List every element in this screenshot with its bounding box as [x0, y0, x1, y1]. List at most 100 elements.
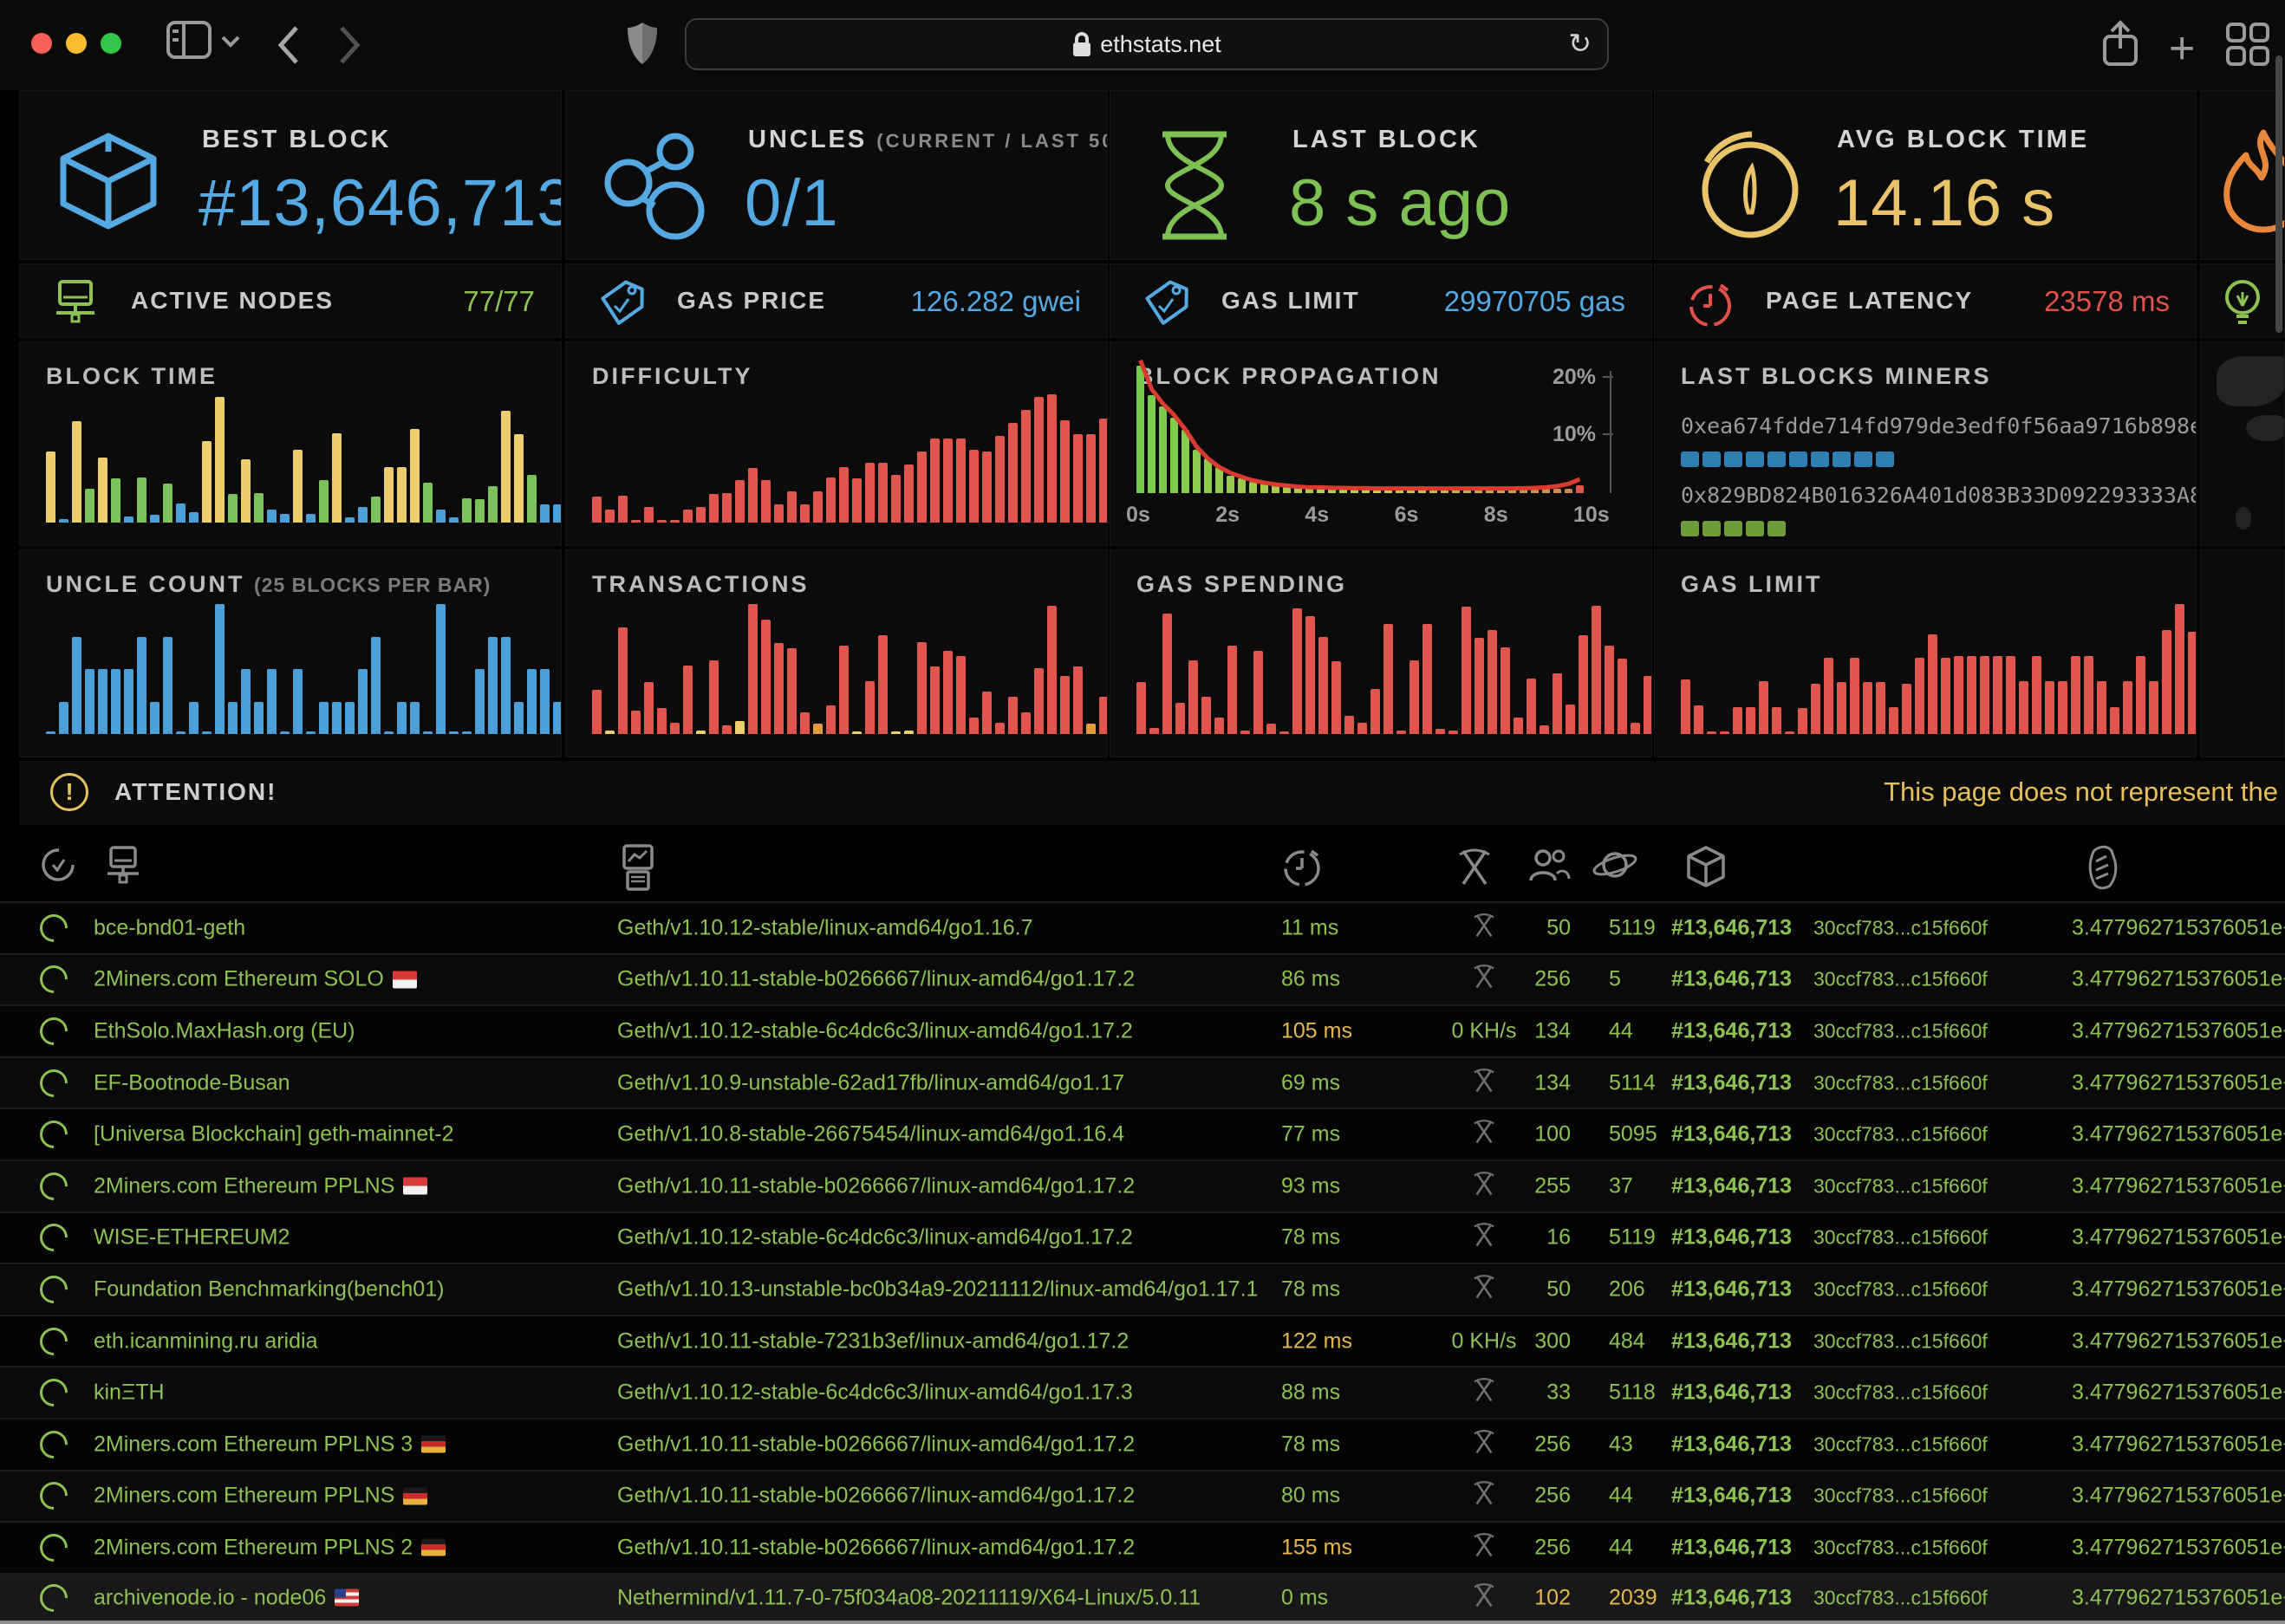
node-name[interactable]: kinΞTH [94, 1380, 165, 1406]
table-row[interactable]: EF-Bootnode-BusanGeth/v1.10.9-unstable-6… [0, 1056, 2285, 1108]
table-row[interactable]: EthSolo.MaxHash.org (EU)Geth/v1.10.12-st… [0, 1004, 2285, 1056]
table-row[interactable]: 2Miners.com Ethereum SOLO Geth/v1.10.11-… [0, 953, 2285, 1005]
minimize-window-button[interactable] [66, 33, 87, 54]
table-row[interactable]: kinΞTHGeth/v1.10.12-stable-6c4dc6c3/linu… [0, 1366, 2285, 1418]
total-difficulty-cell: 3.477962715376051e+2 [2072, 967, 2285, 992]
close-window-button[interactable] [31, 33, 52, 54]
mined-block-square [1767, 521, 1786, 536]
node-name[interactable]: 2Miners.com Ethereum PPLNS [94, 1173, 427, 1199]
tab-overview-icon[interactable] [2226, 23, 2269, 70]
total-difficulty-cell: 3.477962715376051e+2 [2072, 1328, 2285, 1354]
miner-entry[interactable]: 0xea674fdde714fd979de3edf0f56aa9716b898e… [1681, 413, 2166, 467]
chart-bar [1201, 697, 1211, 735]
chart-bar [410, 429, 420, 523]
active-nodes-label: ACTIVE NODES [131, 287, 334, 315]
node-name[interactable]: Foundation Benchmarking(bench01) [94, 1276, 444, 1302]
chart-bar [1266, 724, 1276, 734]
maximize-window-button[interactable] [101, 33, 121, 54]
forward-button[interactable] [336, 24, 362, 70]
page-latency-stat: PAGE LATENCY 23578 ms [1654, 263, 2197, 338]
chart-bar [1086, 434, 1096, 523]
privacy-shield-icon[interactable] [626, 21, 659, 70]
country-flag-icon [403, 1487, 427, 1504]
block-hash-cell: 30ccf783...c15f660f [1813, 968, 1988, 991]
table-row[interactable]: 2Miners.com Ethereum PPLNS 3 Geth/v1.10.… [0, 1418, 2285, 1470]
node-name[interactable]: 2Miners.com Ethereum PPLNS [94, 1484, 427, 1509]
chart-bar [267, 510, 277, 523]
chart-bar [358, 507, 368, 523]
total-difficulty-cell: 3.477962715376051e+2 [2072, 915, 2285, 940]
scrollbar[interactable] [2275, 55, 2282, 333]
chart-bar [410, 702, 420, 735]
chart-bar [1746, 707, 1755, 735]
chart-bar [670, 723, 680, 735]
chart-bar [514, 702, 524, 735]
mined-block-square [1746, 451, 1764, 467]
client-version-cell: Nethermind/v1.11.7-0-75f034a08-20211119/… [617, 1585, 1201, 1610]
chart-bar [1475, 638, 1484, 734]
table-row[interactable]: 2Miners.com Ethereum PPLNS 2 Geth/v1.10.… [0, 1521, 2285, 1573]
miner-block-squares [1681, 451, 2166, 467]
node-name[interactable]: 2Miners.com Ethereum PPLNS 2 [94, 1535, 446, 1560]
chart-bar [150, 515, 159, 523]
gas-limit-chart-panel: GAS LIMIT [1654, 549, 2197, 757]
attention-icon: ! [50, 773, 88, 811]
chart-bar [111, 478, 120, 523]
node-name[interactable]: EthSolo.MaxHash.org (EU) [94, 1018, 355, 1043]
miner-entry[interactable]: 0x829BD824B016326A401d083B33D092293333A8… [1681, 483, 2166, 536]
node-name[interactable]: 2Miners.com Ethereum SOLO [94, 967, 417, 992]
table-row[interactable]: Foundation Benchmarking(bench01)Geth/v1.… [0, 1263, 2285, 1315]
reload-icon[interactable]: ↻ [1568, 27, 1592, 60]
node-name[interactable]: archivenode.io - node06 [94, 1585, 359, 1610]
difficulty-chart-panel: DIFFICULTY [565, 341, 1108, 546]
new-tab-button[interactable]: + [2169, 23, 2195, 75]
chart-bar [1047, 606, 1057, 735]
table-row[interactable]: archivenode.io - node06 Nethermind/v1.11… [0, 1573, 2285, 1624]
pending-cell: 44 [1609, 1484, 1633, 1509]
chart-bar [969, 718, 979, 735]
chevron-down-icon[interactable] [220, 35, 241, 53]
chart-bar [2045, 681, 2054, 735]
share-icon[interactable] [2101, 19, 2139, 72]
node-name[interactable]: bce-bnd01-geth [94, 915, 245, 940]
uncle-count-chart [46, 604, 562, 734]
chart-bar [2188, 632, 2197, 735]
pending-cell: 5119 [1609, 915, 1656, 940]
table-row[interactable]: eth.icanmining.ru aridiaGeth/v1.10.11-st… [0, 1315, 2285, 1367]
lock-icon [1072, 31, 1091, 57]
peers-cell: 50 [1505, 915, 1571, 940]
propagation-y-tick: 10% [1553, 422, 1596, 447]
table-row[interactable]: [Universa Blockchain] geth-mainnet-2Geth… [0, 1108, 2285, 1160]
sidebar-toggle-icon[interactable] [166, 21, 212, 63]
back-button[interactable] [276, 24, 302, 70]
chart-bar [930, 666, 940, 734]
node-name[interactable]: eth.icanmining.ru aridia [94, 1328, 317, 1354]
propagation-x-tick: 8s [1484, 503, 1508, 528]
node-name[interactable]: EF-Bootnode-Busan [94, 1070, 290, 1095]
block-time-chart [46, 397, 562, 523]
table-row[interactable]: WISE-ETHEREUM2Geth/v1.10.12-stable-6c4dc… [0, 1212, 2285, 1263]
node-icon [102, 844, 144, 892]
chart-bar [683, 510, 693, 523]
table-row[interactable]: bce-bnd01-gethGeth/v1.10.12-stable/linux… [0, 901, 2285, 953]
pending-cell: 43 [1609, 1432, 1633, 1457]
chart-bar [488, 637, 498, 735]
client-version-cell: Geth/v1.10.11-stable-b0266667/linux-amd6… [617, 1432, 1135, 1457]
node-name[interactable]: WISE-ETHEREUM2 [94, 1225, 290, 1250]
difficulty-chart-title: DIFFICULTY [592, 363, 752, 390]
node-name[interactable]: 2Miners.com Ethereum PPLNS 3 [94, 1432, 446, 1457]
address-bar[interactable]: ethstats.net ↻ [685, 18, 1609, 70]
peers-cell: 100 [1505, 1122, 1571, 1147]
table-row[interactable]: 2Miners.com Ethereum PPLNS Geth/v1.10.11… [0, 1160, 2285, 1212]
node-name[interactable]: [Universa Blockchain] geth-mainnet-2 [94, 1122, 453, 1147]
node-status-ring [34, 1011, 73, 1050]
total-difficulty-cell: 3.477962715376051e+2 [2072, 1380, 2285, 1406]
total-difficulty-cell: 3.477962715376051e+2 [2072, 1225, 2285, 1250]
mined-block-square [1724, 451, 1742, 467]
pending-cell: 44 [1609, 1018, 1633, 1043]
block-hash-cell: 30ccf783...c15f660f [1813, 1381, 1988, 1405]
chart-bar [774, 643, 784, 734]
chart-bar [917, 451, 927, 523]
table-row[interactable]: 2Miners.com Ethereum PPLNS Geth/v1.10.11… [0, 1470, 2285, 1522]
chart-bar [1733, 707, 1742, 735]
